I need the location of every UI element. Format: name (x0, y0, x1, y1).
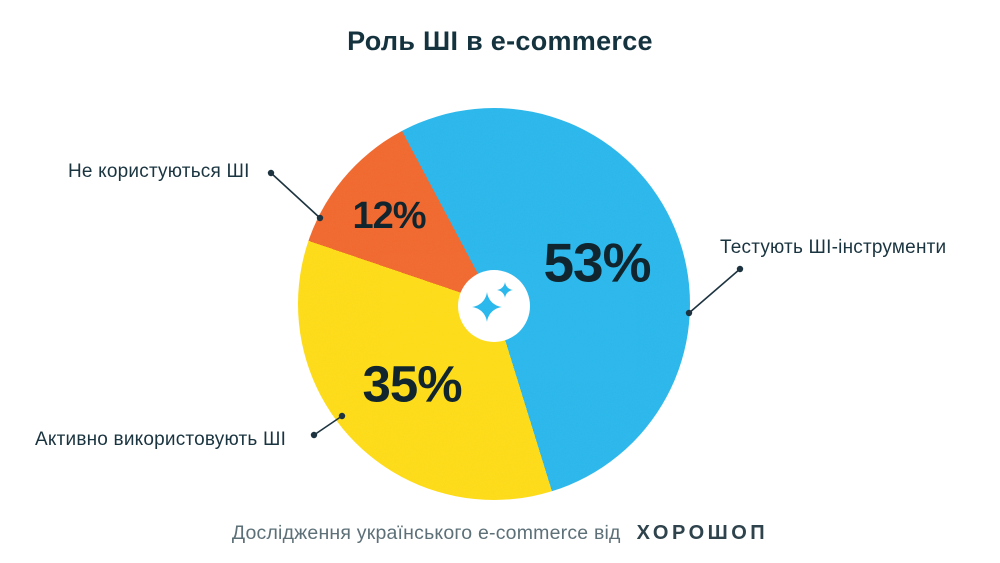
footer: Дослідження українського e-commerce від … (0, 522, 1000, 545)
chart-title: Роль ШІ в e-commerce (347, 26, 653, 56)
slice-label-testing: Тестують ШІ-інструменти (720, 237, 947, 258)
callout-testing (685, 265, 744, 317)
callout-not-using (267, 169, 324, 222)
slice-label-not-using: Не користуються ШІ (68, 161, 250, 182)
slice-label-active-use: Активно використовують ШІ (35, 429, 287, 450)
sparkles-icon (468, 280, 520, 332)
footer-text: Дослідження українського e-commerce від (231, 522, 621, 544)
brand-logo: ХОРОШОП (636, 522, 769, 544)
slice-value-active-use: 35% (362, 355, 462, 413)
slice-value-testing: 53% (543, 231, 651, 294)
slice-value-not-using: 12% (352, 195, 426, 237)
pie-center-hole (458, 270, 530, 342)
